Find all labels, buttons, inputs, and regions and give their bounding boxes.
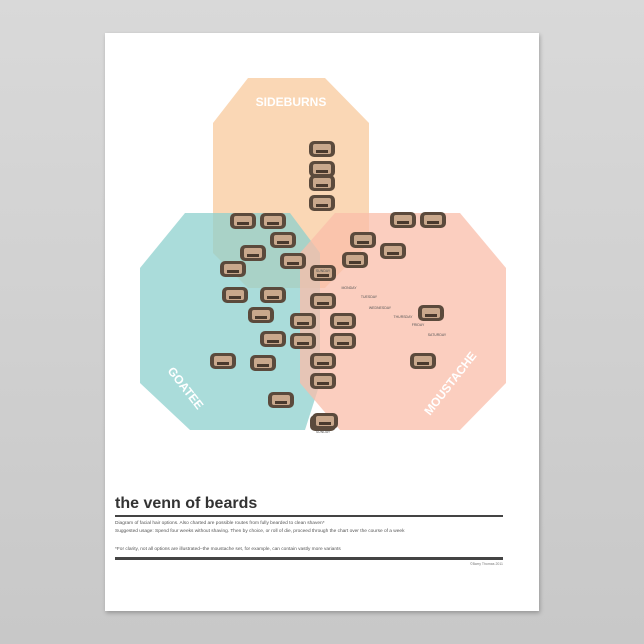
bearded-face-icon (309, 175, 335, 191)
bearded-face-icon (309, 161, 335, 177)
bearded-face-icon (420, 212, 446, 228)
day-label: SATURDAY (428, 333, 447, 337)
bearded-face-icon (248, 307, 274, 323)
bearded-face-icon (270, 232, 296, 248)
day-label: SUNDAY (316, 430, 331, 434)
bearded-face-icon (310, 265, 336, 281)
poster: SIDEBURNS GOATEE MOUSTACHE SUNDAY MONDAY T… (105, 33, 539, 611)
sideburns-label: SIDEBURNS (256, 95, 327, 109)
copyright: ©Barry Thomas 2011 (470, 562, 503, 566)
bearded-face-icon (310, 353, 336, 369)
goatee-set (140, 213, 320, 430)
day-label: MONDAY (341, 286, 357, 290)
bearded-face-icon (240, 245, 266, 261)
bearded-face-icon (222, 287, 248, 303)
day-label: THURSDAY (394, 315, 414, 319)
bearded-face-icon (350, 232, 376, 248)
description-line-2: Suggested usage: Spend four weeks withou… (115, 529, 405, 534)
bearded-face-icon (230, 213, 256, 229)
poster-title: the venn of beards (115, 495, 258, 512)
bearded-face-icon (312, 413, 338, 429)
bearded-face-icon (290, 333, 316, 349)
footnote: *For clarity, not all options are illust… (115, 547, 341, 552)
venn-diagram: SIDEBURNS GOATEE MOUSTACHE SUNDAYMONDAYT… (140, 78, 506, 434)
bearded-face-icon (250, 355, 276, 371)
day-label: FRIDAY (412, 323, 425, 327)
bearded-face-icon (342, 252, 368, 268)
bearded-face-icon (330, 313, 356, 329)
divider (115, 557, 503, 560)
bearded-face-icon (418, 305, 444, 321)
day-label: SUNDAY (316, 269, 331, 273)
bearded-face-icon (380, 243, 406, 259)
day-label: WEDNESDAY (369, 306, 392, 310)
day-label: TUESDAY (361, 295, 378, 299)
bearded-face-icon (309, 141, 335, 157)
bearded-face-icon (310, 293, 336, 309)
bearded-face-icon (210, 353, 236, 369)
description: Diagram of facial hair options. Also cha… (115, 520, 515, 536)
bearded-face-icon (268, 392, 294, 408)
bearded-face-icon (260, 213, 286, 229)
bearded-face-icon (220, 261, 246, 277)
bearded-face-icon (280, 253, 306, 269)
bearded-face-icon (260, 287, 286, 303)
description-line-1: Diagram of facial hair options. Also cha… (115, 521, 325, 526)
divider (115, 515, 503, 517)
bearded-face-icon (290, 313, 316, 329)
bearded-face-icon (310, 373, 336, 389)
bearded-face-icon (390, 212, 416, 228)
bearded-face-icon (410, 353, 436, 369)
bearded-face-icon (330, 333, 356, 349)
bearded-face-icon (309, 195, 335, 211)
bearded-face-icon (260, 331, 286, 347)
